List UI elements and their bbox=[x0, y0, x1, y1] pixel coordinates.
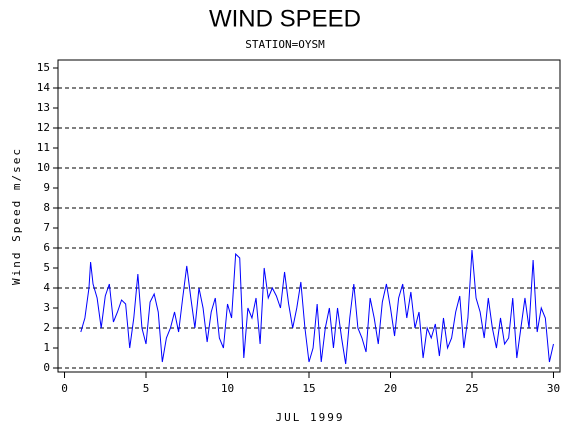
chart-title: WIND SPEED bbox=[209, 5, 361, 32]
series-line bbox=[80, 249, 554, 365]
x-tick-label: 15 bbox=[302, 382, 315, 395]
y-tick-label: 7 bbox=[43, 221, 50, 234]
y-tick-label: 4 bbox=[43, 281, 50, 294]
x-tick-label: 25 bbox=[465, 382, 478, 395]
y-tick-label: 1 bbox=[43, 341, 50, 354]
y-axis-label: Wind Speed m/sec bbox=[10, 147, 23, 285]
y-tick-label: 15 bbox=[37, 61, 50, 74]
y-tick-label: 8 bbox=[43, 201, 50, 214]
x-tick-label: 30 bbox=[547, 382, 560, 395]
y-tick-label: 0 bbox=[43, 361, 50, 374]
y-tick-label: 3 bbox=[43, 301, 50, 314]
x-tick-label: 10 bbox=[221, 382, 234, 395]
y-tick-label: 10 bbox=[37, 161, 50, 174]
y-tick-label: 13 bbox=[37, 101, 50, 114]
x-tick-label: 0 bbox=[61, 382, 68, 395]
y-tick-label: 5 bbox=[43, 261, 50, 274]
y-tick-label: 14 bbox=[37, 81, 51, 94]
x-axis-label: JUL 1999 bbox=[276, 411, 345, 424]
x-tick-label: 20 bbox=[384, 382, 397, 395]
y-tick-label: 12 bbox=[37, 121, 50, 134]
x-tick-label: 5 bbox=[143, 382, 150, 395]
y-tick-label: 2 bbox=[43, 321, 50, 334]
y-tick-label: 9 bbox=[43, 181, 50, 194]
y-tick-label: 11 bbox=[37, 141, 50, 154]
chart-subtitle: STATION=OYSM bbox=[245, 38, 325, 51]
y-tick-label: 6 bbox=[43, 241, 50, 254]
